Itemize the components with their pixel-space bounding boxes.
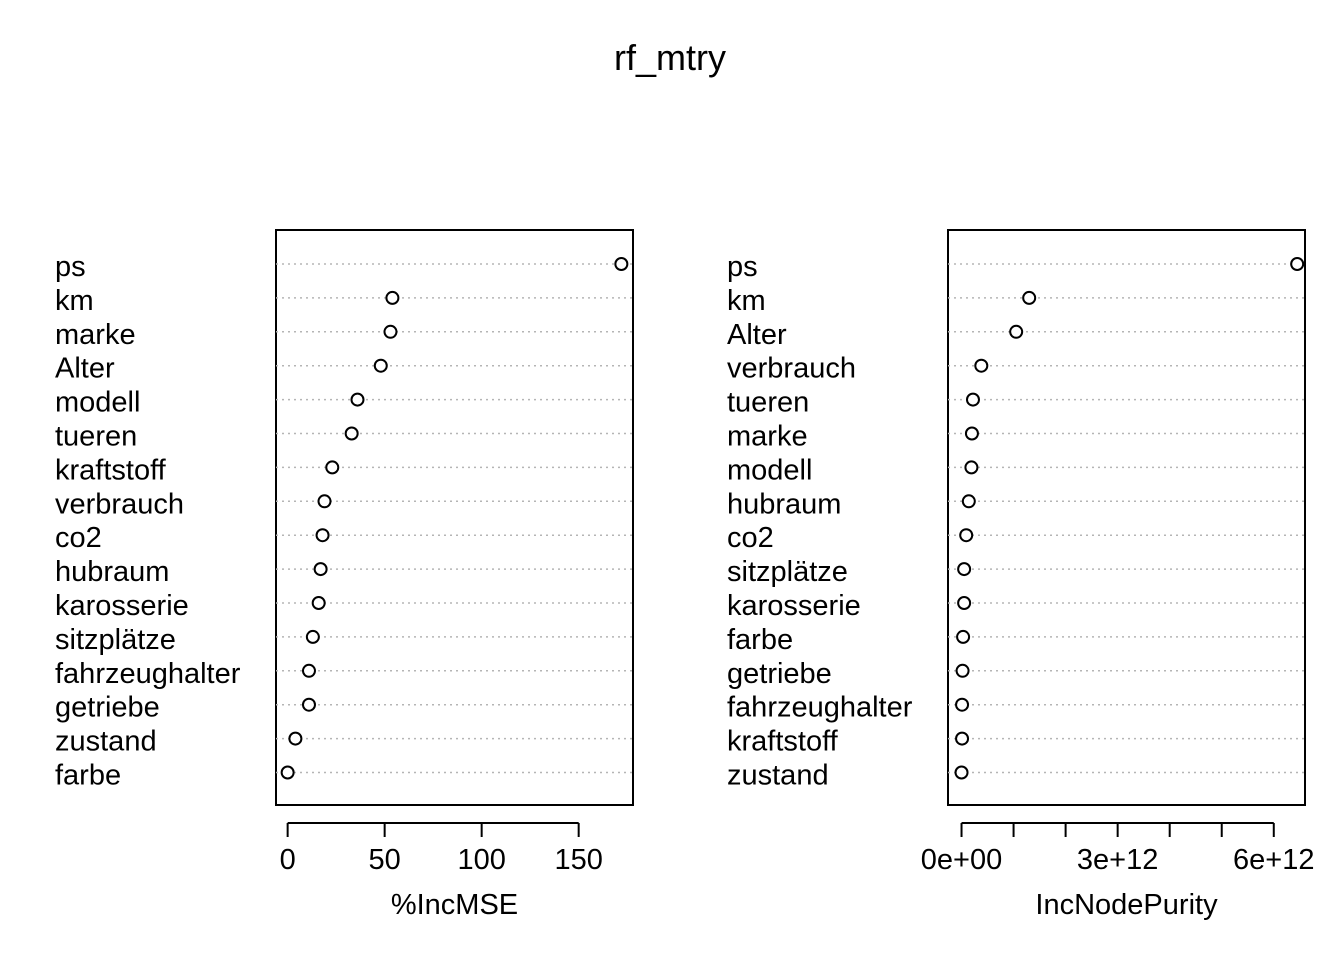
data-point <box>965 392 980 407</box>
category-label: marke <box>55 319 136 351</box>
data-point <box>344 426 359 441</box>
data-point <box>317 494 332 509</box>
category-label: sitzplätze <box>727 556 848 588</box>
category-label: modell <box>727 454 812 486</box>
category-label: verbrauch <box>727 353 856 385</box>
chart-title: rf_mtry <box>614 37 726 78</box>
data-point <box>325 460 340 475</box>
category-label: marke <box>727 421 808 453</box>
x-axis-label: IncNodePurity <box>1035 889 1218 921</box>
category-label: tueren <box>727 387 809 419</box>
category-label: km <box>55 285 94 317</box>
data-point <box>311 596 326 610</box>
x-tick-label: 3e+12 <box>1077 844 1158 876</box>
data-point <box>957 596 972 610</box>
data-point <box>955 663 970 678</box>
data-point <box>1290 257 1305 271</box>
category-label: karosserie <box>727 590 861 622</box>
data-point <box>974 358 989 373</box>
data-point <box>301 663 316 678</box>
data-point <box>955 697 970 712</box>
category-label: ps <box>727 251 758 283</box>
data-point <box>350 392 365 407</box>
category-label: karosserie <box>55 590 189 622</box>
category-label: modell <box>55 387 140 419</box>
category-label: farbe <box>55 760 121 792</box>
x-tick-label: 150 <box>554 844 602 876</box>
data-point <box>1022 290 1037 305</box>
data-point <box>301 697 316 712</box>
category-label: co2 <box>727 522 774 554</box>
data-point <box>959 528 974 543</box>
category-label: farbe <box>727 624 793 656</box>
category-label: fahrzeughalter <box>55 658 241 690</box>
category-label: zustand <box>727 760 829 792</box>
category-label: getriebe <box>55 692 160 724</box>
x-tick-label: 50 <box>369 844 401 876</box>
data-point <box>373 358 388 373</box>
x-tick-label: 0 <box>280 844 296 876</box>
data-point <box>955 731 970 746</box>
category-label: Alter <box>727 319 787 351</box>
category-label: verbrauch <box>55 488 184 520</box>
category-label: tueren <box>55 421 137 453</box>
panel-2: pskmAlterverbrauchtuerenmarkemodellhubra… <box>727 229 1315 921</box>
category-label: hubraum <box>727 488 841 520</box>
category-label: kraftstoff <box>727 726 839 758</box>
category-label: hubraum <box>55 556 169 588</box>
data-point <box>964 460 979 475</box>
x-tick-label: 6e+12 <box>1233 844 1314 876</box>
data-point <box>288 731 303 746</box>
data-point <box>385 290 400 305</box>
data-point <box>614 257 629 271</box>
data-point <box>964 426 979 441</box>
category-label: getriebe <box>727 658 832 690</box>
data-point <box>383 324 398 339</box>
data-point <box>1009 324 1024 339</box>
category-label: zustand <box>55 726 157 758</box>
data-point <box>956 629 971 644</box>
category-label: co2 <box>55 522 102 554</box>
plot-frame <box>947 229 1306 806</box>
data-point <box>961 494 976 509</box>
category-label: Alter <box>55 353 115 385</box>
plot-frame <box>275 229 634 806</box>
panel-1: pskmmarkeAltermodelltuerenkraftstoffverb… <box>55 229 634 921</box>
data-point <box>280 765 295 780</box>
data-point <box>313 562 328 577</box>
category-label: kraftstoff <box>55 454 167 486</box>
x-tick-label: 0e+00 <box>921 844 1002 876</box>
data-point <box>305 629 320 644</box>
category-label: km <box>727 285 766 317</box>
x-tick-label: 100 <box>457 844 505 876</box>
data-point <box>954 765 969 780</box>
category-label: fahrzeughalter <box>727 692 913 724</box>
data-point <box>315 528 330 543</box>
category-label: sitzplätze <box>55 624 176 656</box>
data-point <box>957 562 972 577</box>
category-label: ps <box>55 251 86 283</box>
x-axis-label: %IncMSE <box>391 889 518 921</box>
